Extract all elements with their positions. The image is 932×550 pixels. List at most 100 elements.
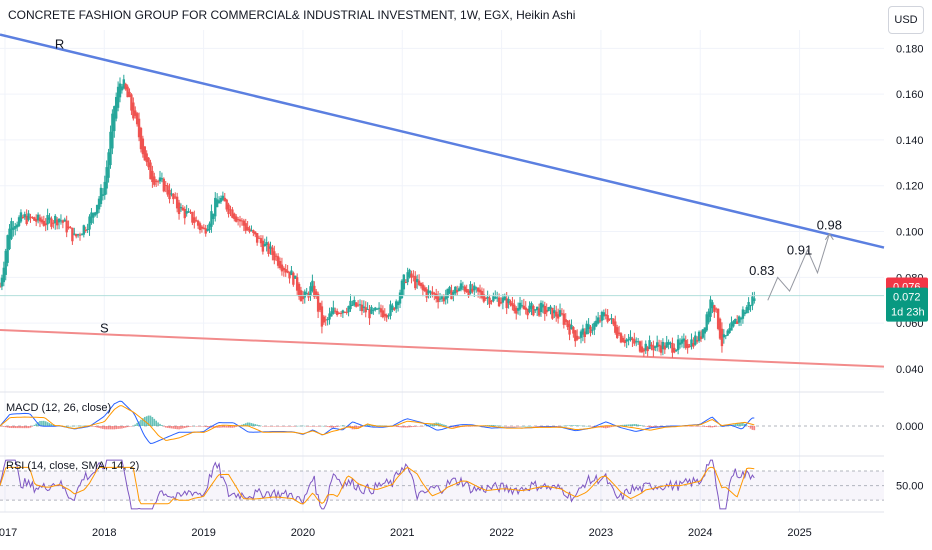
candle-body <box>657 344 661 347</box>
candle-body <box>600 312 604 321</box>
candle-body <box>615 327 619 338</box>
candle-body <box>553 310 556 314</box>
candle-body <box>33 217 36 221</box>
candle-body <box>196 220 200 226</box>
candle-body <box>629 336 632 340</box>
candle-body <box>606 315 609 322</box>
candle-body <box>423 287 426 292</box>
macd-histogram-bar <box>109 426 112 430</box>
candle-body <box>435 293 438 299</box>
candle-body <box>718 318 722 339</box>
macd-histogram-bar <box>273 426 276 427</box>
macd-histogram-bar <box>12 426 15 429</box>
macd-histogram-bar <box>208 426 211 428</box>
candle-body <box>286 270 289 273</box>
candle-body <box>69 227 72 229</box>
candle-body <box>158 177 162 182</box>
macd-histogram-bar <box>496 425 498 426</box>
candle-body <box>732 321 735 327</box>
candle-body <box>400 280 404 299</box>
candle-body <box>347 306 350 313</box>
macd-histogram-bar <box>206 426 209 428</box>
macd-histogram-bar <box>732 424 735 426</box>
macd-histogram-bar <box>50 424 53 426</box>
macd-histogram-bar <box>631 424 634 426</box>
macd-histogram-bar <box>688 426 691 427</box>
candle-body <box>747 302 750 311</box>
currency-button[interactable]: USD <box>888 6 924 34</box>
candle-body <box>475 287 478 289</box>
countdown-label: 1d 23h <box>891 307 925 319</box>
candle-body <box>545 309 548 313</box>
macd-label[interactable]: MACD (12, 26, close) <box>6 402 112 414</box>
macd-histogram-bar <box>294 426 297 427</box>
macd-histogram-bar <box>336 426 338 427</box>
candle-body <box>261 240 265 252</box>
macd-histogram-bar <box>646 426 649 427</box>
candle-body <box>726 330 729 336</box>
macd-histogram-bar <box>707 426 710 428</box>
candle-body <box>467 290 470 297</box>
candle-body <box>88 216 91 230</box>
candle-body <box>707 311 710 323</box>
macd-histogram-bar <box>227 426 230 428</box>
y-tick-label: 0.100 <box>896 227 924 239</box>
macd-histogram-bar <box>124 426 127 428</box>
x-tick-label: 2018 <box>92 527 116 539</box>
candle-body <box>621 337 625 343</box>
candle-body <box>555 311 558 317</box>
candle-body <box>25 215 28 225</box>
candle-body <box>739 318 743 320</box>
macd-histogram-bar <box>73 425 76 427</box>
candle-body <box>720 328 724 347</box>
candle-body <box>393 307 396 310</box>
macd-histogram-bar <box>130 426 133 427</box>
macd-histogram-bar <box>429 424 432 426</box>
macd-histogram-bar <box>528 425 531 427</box>
macd-histogram-bar <box>515 426 518 427</box>
candle-body <box>539 302 543 312</box>
macd-histogram-bar <box>399 426 401 428</box>
macd-histogram-bar <box>168 426 171 429</box>
candle-body <box>614 321 617 333</box>
candle-body <box>433 293 436 295</box>
candle-body <box>78 234 82 236</box>
candle-body <box>124 83 127 90</box>
macd-histogram-bar <box>10 426 13 429</box>
macd-histogram-bar <box>83 425 85 427</box>
macd-histogram-bar <box>338 426 340 427</box>
macd-histogram-bar <box>439 423 441 426</box>
macd-histogram-bar <box>517 426 519 427</box>
candle-body <box>716 308 720 329</box>
macd-histogram-bar <box>92 426 95 427</box>
macd-histogram-bar <box>326 426 329 427</box>
candle-body <box>254 231 257 235</box>
macd-histogram-bar <box>355 426 358 430</box>
candle-body <box>334 310 337 312</box>
candle-body <box>480 291 484 298</box>
candle-body <box>633 339 636 344</box>
macd-histogram-bar <box>113 426 116 430</box>
candle-body <box>86 229 89 231</box>
candle-body <box>488 297 491 305</box>
candle-body <box>187 211 190 213</box>
candle-body <box>509 301 512 305</box>
macd-histogram-bar <box>313 426 316 427</box>
candle-body <box>676 339 680 351</box>
candle-body <box>598 320 602 322</box>
macd-histogram-bar <box>540 426 542 427</box>
rsi-label[interactable]: RSI (14, close, SMA, 14, 2) <box>6 460 140 472</box>
macd-histogram-bar <box>643 425 645 427</box>
macd-histogram-bar <box>142 418 144 426</box>
macd-histogram-bar <box>218 426 220 428</box>
candle-body <box>547 307 550 312</box>
macd-histogram-bar <box>265 426 268 427</box>
time-axis[interactable]: 2017 2018 2019 2020 2021 2022 2023 2024 2025 <box>0 527 812 539</box>
candle-body <box>743 312 747 315</box>
macd-histogram-bar <box>709 426 712 428</box>
macd-histogram-bar <box>119 426 121 429</box>
macd-histogram-bar <box>65 425 68 427</box>
candle-body <box>389 304 392 316</box>
